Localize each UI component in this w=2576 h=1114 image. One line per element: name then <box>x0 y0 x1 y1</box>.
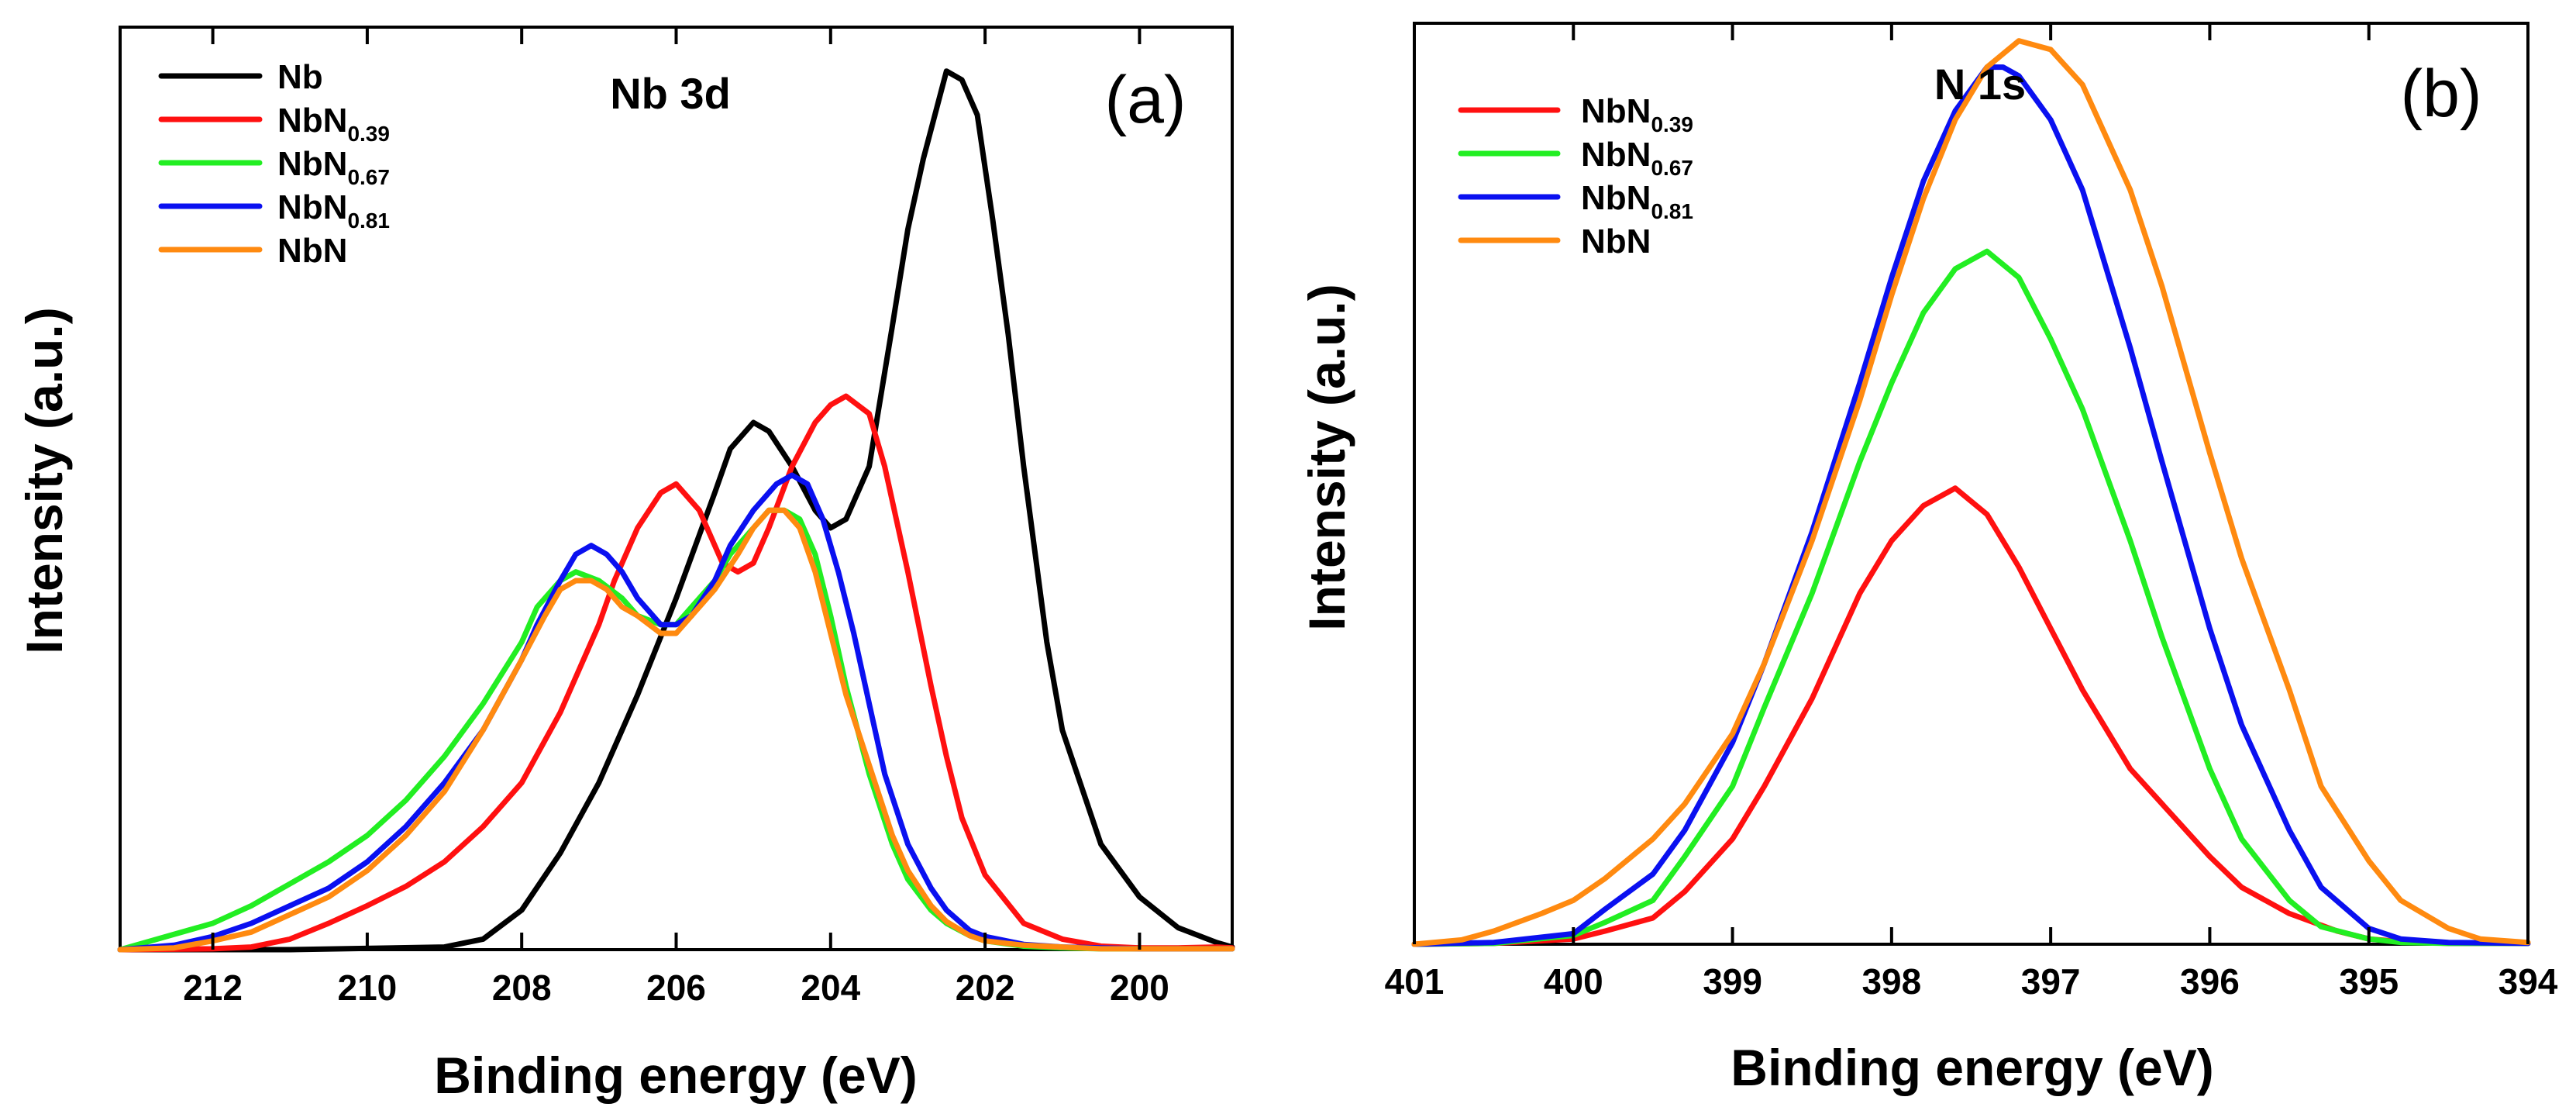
panel-a-title: Nb 3d <box>610 69 731 118</box>
series-line-nbn0-39 <box>1411 485 2531 947</box>
legend-label: NbN0.67 <box>277 145 390 189</box>
panel-b-plot-frame <box>1413 22 2530 946</box>
legend-label: NbN0.67 <box>1581 136 1693 180</box>
series-line-nbn <box>117 507 1235 953</box>
panel-a-x-axis-label: Binding energy (eV) <box>434 1047 917 1104</box>
x-tick-label: 399 <box>1703 961 1762 1002</box>
x-tick-label: 398 <box>1861 961 1921 1002</box>
panel-a-nb-3d: 212 210 208 206 204 202 200 NbNbN0.39NbN0.67Nb… <box>15 26 1235 1104</box>
legend-label: NbN0.81 <box>277 188 390 233</box>
series-line-nbn0-67 <box>117 507 1235 953</box>
legend-label: Nb <box>277 58 323 96</box>
series-line-nb <box>117 68 1235 953</box>
legend-label: NbN <box>1581 222 1651 260</box>
series-line-nbn0-81 <box>117 472 1235 953</box>
panel-a-y-axis-label: Intensity (a.u.) <box>15 307 73 654</box>
x-tick-label: 210 <box>338 967 398 1008</box>
panel-a-tag: (a) <box>1104 63 1186 137</box>
x-tick-label: 212 <box>183 967 243 1008</box>
x-tick-label: 400 <box>1544 961 1603 1002</box>
legend-label: NbN0.39 <box>1581 92 1693 136</box>
legend-label: NbN0.39 <box>277 102 390 146</box>
x-tick-label: 397 <box>2021 961 2081 1002</box>
x-tick-label: 206 <box>646 967 706 1008</box>
legend-label: NbN <box>277 232 347 270</box>
series-line-nbn0-39 <box>117 393 1235 953</box>
panel-b-y-axis-label: Intensity (a.u.) <box>1298 284 1355 630</box>
series-line-nbn <box>1411 38 2531 947</box>
x-tick-label: 208 <box>492 967 552 1008</box>
x-tick-label: 395 <box>2339 961 2399 1002</box>
x-tick-label: 204 <box>801 967 860 1008</box>
panel-b-title: N 1s <box>1934 60 2026 109</box>
x-tick-label: 396 <box>2180 961 2240 1002</box>
panel-b-tag: (b) <box>2400 57 2481 131</box>
x-tick-label: 394 <box>2499 961 2558 1002</box>
x-tick-label: 401 <box>1385 961 1445 1002</box>
x-tick-label: 202 <box>956 967 1015 1008</box>
x-tick-label: 200 <box>1110 967 1169 1008</box>
legend-label: NbN0.81 <box>1581 179 1693 223</box>
series-line-nbn0-81 <box>1411 64 2531 947</box>
panel-b-x-axis-label: Binding energy (eV) <box>1731 1039 2213 1096</box>
series-line-nbn0-67 <box>1411 248 2531 947</box>
panel-b-n-1s: 401 400 399 398 397 396 395 394 NbN0.39NbN0.67N… <box>1298 22 2558 1096</box>
